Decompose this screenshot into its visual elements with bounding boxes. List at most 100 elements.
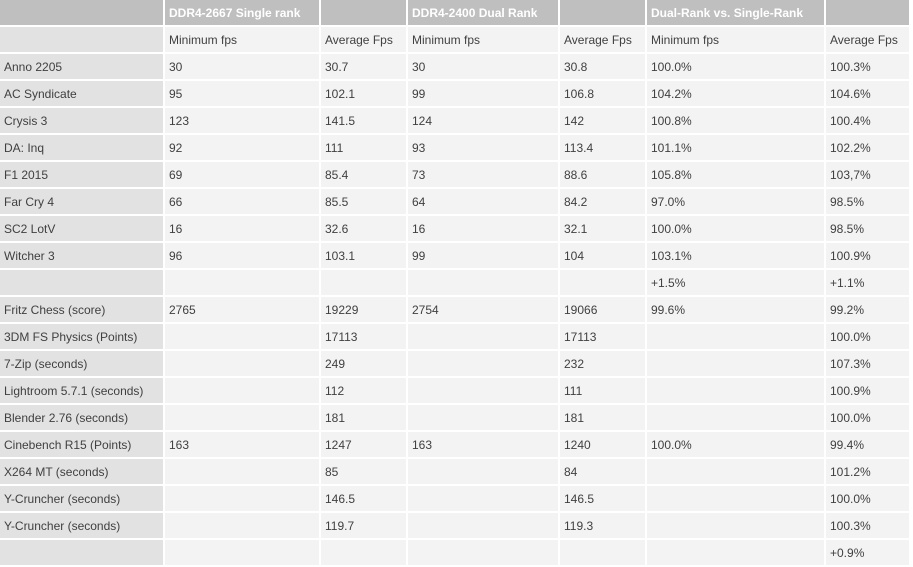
table-cell: 30 (165, 54, 319, 79)
table-cell: 104.2% (647, 81, 824, 106)
table-cell: 102.1 (321, 81, 406, 106)
table-cell (408, 459, 558, 484)
table-cell (560, 540, 645, 565)
table-cell (647, 513, 824, 538)
table-cell: 111 (321, 135, 406, 160)
table-cell (647, 540, 824, 565)
table-cell (408, 405, 558, 430)
table-cell (647, 405, 824, 430)
table-cell: 113.4 (560, 135, 645, 160)
table-cell: 32.6 (321, 216, 406, 241)
row-label: SC2 LotV (0, 216, 163, 241)
table-row: Anno 2205 30 30.7 30 30.8 100.0% 100.3% (0, 54, 909, 79)
table-cell: 85.4 (321, 162, 406, 187)
table-cell: 101.1% (647, 135, 824, 160)
table-cell: 16 (165, 216, 319, 241)
table-cell (647, 378, 824, 403)
header-spacer (560, 0, 645, 25)
row-label: Y-Cruncher (seconds) (0, 486, 163, 511)
table-cell (647, 351, 824, 376)
row-label: Cinebench R15 (Points) (0, 432, 163, 457)
table-row: Witcher 3 96 103.1 99 104 103.1% 100.9% (0, 243, 909, 268)
table-cell: 85.5 (321, 189, 406, 214)
table-cell: 107.3% (826, 351, 909, 376)
table-cell (165, 324, 319, 349)
row-label: Blender 2.76 (seconds) (0, 405, 163, 430)
table-cell: 112 (321, 378, 406, 403)
table-cell: 146.5 (560, 486, 645, 511)
table-cell: 119.7 (321, 513, 406, 538)
header-group-dual-rank: DDR4-2400 Dual Rank (408, 0, 558, 25)
table-cell: 100.3% (826, 54, 909, 79)
table-cell: 99.6% (647, 297, 824, 322)
row-label: Lightroom 5.7.1 (seconds) (0, 378, 163, 403)
table-row: F1 2015 69 85.4 73 88.6 105.8% 103,7% (0, 162, 909, 187)
row-label (0, 540, 163, 565)
table-cell: 19066 (560, 297, 645, 322)
table-cell: 98.5% (826, 216, 909, 241)
table-cell: 1247 (321, 432, 406, 457)
table-cell (165, 513, 319, 538)
row-label: Witcher 3 (0, 243, 163, 268)
table-cell (321, 270, 406, 295)
table-cell (408, 378, 558, 403)
table-cell: 100.9% (826, 378, 909, 403)
table-cell (408, 351, 558, 376)
subheader-cell: Minimum fps (647, 27, 824, 52)
table-cell: 104 (560, 243, 645, 268)
table-cell: 100.8% (647, 108, 824, 133)
table-cell: 99 (408, 243, 558, 268)
table-cell (165, 459, 319, 484)
row-label: 7-Zip (seconds) (0, 351, 163, 376)
table-row: 3DM FS Physics (Points) 17113 17113 100.0% (0, 324, 909, 349)
table-cell: 163 (408, 432, 558, 457)
table-row: X264 MT (seconds) 85 84 101.2% (0, 459, 909, 484)
table-cell: 100.0% (647, 432, 824, 457)
table-cell: 100.0% (826, 486, 909, 511)
table-row: DA: Inq 92 111 93 113.4 101.1% 102.2% (0, 135, 909, 160)
row-label: AC Syndicate (0, 81, 163, 106)
table-row: +1.5% +1.1% (0, 270, 909, 295)
table-cell: 100.0% (647, 216, 824, 241)
table-cell (647, 459, 824, 484)
table-cell: 2765 (165, 297, 319, 322)
table-row: Lightroom 5.7.1 (seconds) 112 111 100.9% (0, 378, 909, 403)
table-cell: 103.1% (647, 243, 824, 268)
table-cell: 232 (560, 351, 645, 376)
table-body: Anno 2205 30 30.7 30 30.8 100.0% 100.3% AC Synd… (0, 54, 909, 565)
table-cell: 141.5 (321, 108, 406, 133)
header-spacer (321, 0, 406, 25)
table-cell: 30.8 (560, 54, 645, 79)
table-cell: 17113 (321, 324, 406, 349)
row-label: X264 MT (seconds) (0, 459, 163, 484)
table-cell: 98.5% (826, 189, 909, 214)
table-cell: 104.6% (826, 81, 909, 106)
table-cell: 142 (560, 108, 645, 133)
group-header-row: DDR4-2667 Single rank DDR4-2400 Dual Ran… (0, 0, 909, 25)
table-row: Y-Cruncher (seconds) 119.7 119.3 100.3% (0, 513, 909, 538)
table-cell: +0.9% (826, 540, 909, 565)
table-cell: 106.8 (560, 81, 645, 106)
row-label (0, 270, 163, 295)
table-cell (165, 270, 319, 295)
table-cell: 93 (408, 135, 558, 160)
table-cell: 101.2% (826, 459, 909, 484)
table-cell: 99 (408, 81, 558, 106)
subheader-cell: Average Fps (321, 27, 406, 52)
table-cell: 146.5 (321, 486, 406, 511)
row-label: Fritz Chess (score) (0, 297, 163, 322)
table-cell: 2754 (408, 297, 558, 322)
table-cell: 84.2 (560, 189, 645, 214)
table-row: AC Syndicate 95 102.1 99 106.8 104.2% 104.6% (0, 81, 909, 106)
table-cell: 66 (165, 189, 319, 214)
table-cell: 88.6 (560, 162, 645, 187)
table-cell (165, 405, 319, 430)
subheader-cell: Minimum fps (408, 27, 558, 52)
table-row: Cinebench R15 (Points) 163 1247 163 1240 100.… (0, 432, 909, 457)
table-cell (408, 486, 558, 511)
header-group-comparison: Dual-Rank vs. Single-Rank (647, 0, 824, 25)
table-cell (408, 540, 558, 565)
table-cell: 181 (321, 405, 406, 430)
table-cell: 73 (408, 162, 558, 187)
table-cell: 97.0% (647, 189, 824, 214)
